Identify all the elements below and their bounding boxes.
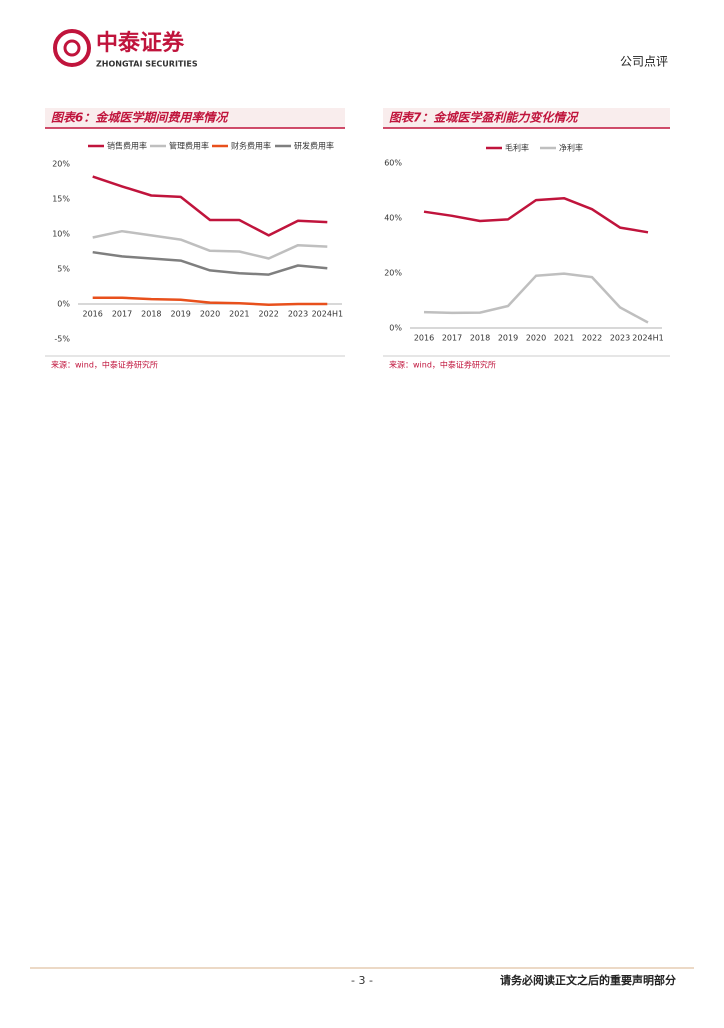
y-tick-label: 20% <box>52 160 70 169</box>
report-type: 公司点评 <box>620 55 668 69</box>
chart-title: 图表7：金城医学盈利能力变化情况 <box>389 111 579 125</box>
legend-label: 财务费用率 <box>231 141 271 151</box>
logo-core <box>63 39 81 57</box>
x-tick-label: 2017 <box>442 334 462 343</box>
y-tick-label: -5% <box>54 335 70 344</box>
x-tick-label: 2019 <box>498 334 518 343</box>
x-tick-label: 2023 <box>288 310 308 319</box>
source: 来源：wind，中泰证券研究所 <box>51 360 158 370</box>
title-bar <box>383 108 670 128</box>
page-number: - 3 - <box>351 974 373 987</box>
x-tick-label: 2022 <box>582 334 602 343</box>
x-tick-label: 2020 <box>526 334 546 343</box>
series-line <box>92 296 328 306</box>
y-tick-label: 0% <box>389 324 402 333</box>
logo-en: ZHONGTAI SECURITIES <box>96 60 198 69</box>
x-tick-label: 2021 <box>554 334 574 343</box>
x-tick-label: 2019 <box>170 310 190 319</box>
x-tick-label: 2021 <box>229 310 249 319</box>
legend-label: 毛利率 <box>505 143 529 153</box>
y-tick-label: 0% <box>57 300 70 309</box>
x-tick-label: 2018 <box>141 310 161 319</box>
series-line <box>92 250 328 276</box>
series-line <box>423 196 649 234</box>
legend-label: 净利率 <box>559 143 583 153</box>
chart-title: 图表6：金城医学期间费用率情况 <box>51 111 229 125</box>
x-tick-label: 2022 <box>258 310 278 319</box>
legend-label: 管理费用率 <box>169 141 209 151</box>
logo-ring <box>53 29 91 67</box>
x-tick-label: 2023 <box>610 334 630 343</box>
logo-text: 中泰证券 <box>96 30 185 56</box>
y-tick-label: 40% <box>384 214 402 223</box>
series-line <box>92 175 328 237</box>
y-tick-label: 10% <box>52 230 70 239</box>
legend-label: 研发费用率 <box>294 141 334 151</box>
series-line <box>423 272 649 324</box>
y-tick-label: 60% <box>384 159 402 168</box>
source: 来源：wind，中泰证券研究所 <box>389 360 496 370</box>
x-tick-label: 2017 <box>112 310 132 319</box>
x-tick-label: 2020 <box>200 310 220 319</box>
disclaimer: 请务必阅读正文之后的重要声明部分 <box>500 973 676 987</box>
y-tick-label: 20% <box>384 269 402 278</box>
series-line <box>92 229 328 260</box>
x-tick-label: 2016 <box>82 310 102 319</box>
title-bar <box>45 108 345 128</box>
x-tick-label: 2024H1 <box>312 310 343 319</box>
x-tick-label: 2018 <box>470 334 490 343</box>
x-tick-label: 2016 <box>414 334 434 343</box>
y-tick-label: 5% <box>57 265 70 274</box>
y-tick-label: 15% <box>52 195 70 204</box>
x-tick-label: 2024H1 <box>632 334 663 343</box>
legend-label: 销售费用率 <box>107 141 147 151</box>
